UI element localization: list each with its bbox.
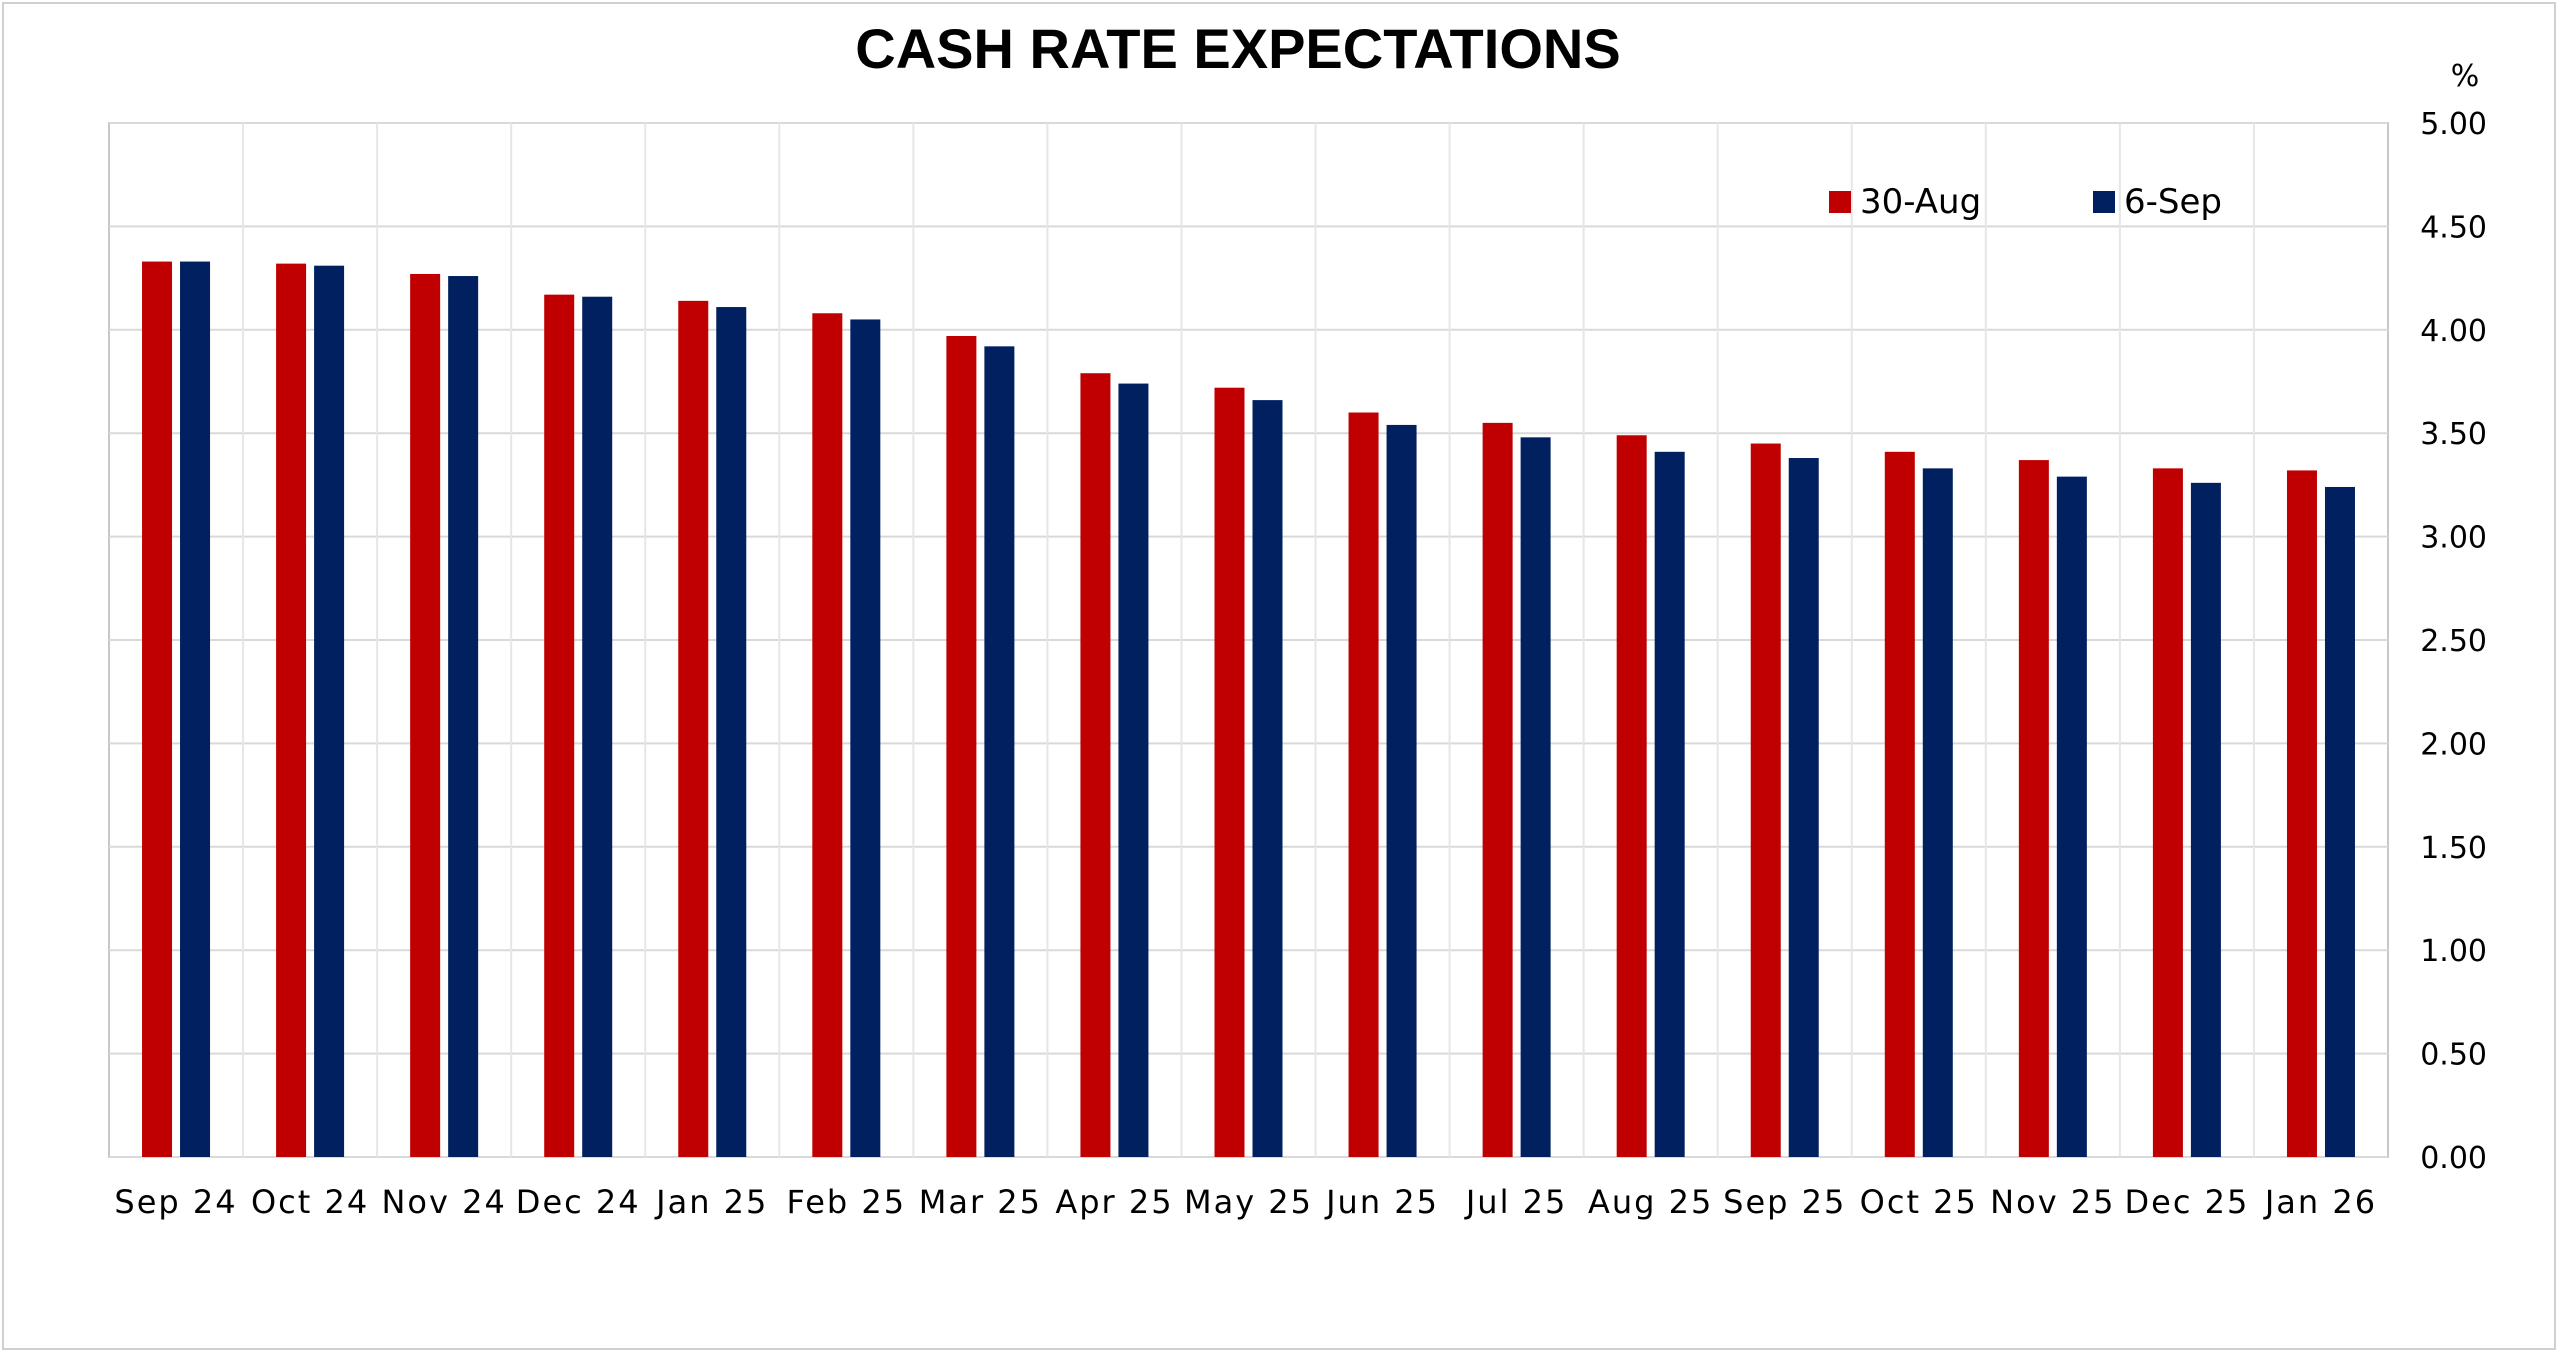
x-tick-label: Sep 24 bbox=[114, 1183, 237, 1221]
bar-6-sep bbox=[1118, 383, 1149, 1157]
bar-30-aug bbox=[1750, 443, 1781, 1157]
bar-30-aug bbox=[2286, 470, 2317, 1157]
legend-label: 30-Aug bbox=[1860, 182, 1981, 222]
gridlines bbox=[108, 122, 2389, 1158]
y-tick-label: 2.50 bbox=[2420, 624, 2487, 659]
bar-30-aug bbox=[1214, 387, 1245, 1158]
bar-30-aug bbox=[1884, 451, 1915, 1157]
y-tick-label: 4.50 bbox=[2420, 210, 2487, 245]
bar-6-sep bbox=[2190, 482, 2221, 1157]
chart-title: CASH RATE EXPECTATIONS bbox=[855, 17, 1620, 80]
bar-6-sep bbox=[448, 276, 479, 1158]
x-tick-label: May 25 bbox=[1184, 1183, 1313, 1221]
y-axis-unit-label: % bbox=[2451, 59, 2480, 94]
bar-6-sep bbox=[582, 296, 613, 1157]
legend: 30-Aug 6-Sep bbox=[1829, 182, 2222, 222]
bar-6-sep bbox=[1654, 451, 1685, 1157]
bar-30-aug bbox=[544, 294, 575, 1157]
x-tick-label: Jul 25 bbox=[1464, 1183, 1568, 1221]
legend-swatch bbox=[2093, 191, 2115, 213]
y-tick-label: 3.00 bbox=[2420, 521, 2487, 556]
bar-30-aug bbox=[1348, 412, 1379, 1157]
y-tick-label: 2.00 bbox=[2420, 727, 2487, 762]
bar-6-sep bbox=[984, 346, 1015, 1157]
x-tick-label: Nov 25 bbox=[1990, 1183, 2115, 1221]
x-tick-label: Jun 25 bbox=[1324, 1183, 1439, 1221]
y-tick-label: 4.00 bbox=[2420, 314, 2487, 349]
bar-30-aug bbox=[946, 336, 977, 1157]
legend-swatch bbox=[1829, 191, 1851, 213]
x-tick-label: Dec 25 bbox=[2125, 1183, 2250, 1221]
bar-6-sep bbox=[1922, 468, 1953, 1158]
y-tick-label: 3.50 bbox=[2420, 417, 2487, 452]
x-axis-ticks: Sep 24 Oct 24 Nov 24 Dec 24 Jan 25 Feb 25 Mar … bbox=[114, 1183, 2377, 1221]
bar-30-aug bbox=[812, 313, 843, 1158]
x-tick-label: Jan 26 bbox=[2263, 1183, 2377, 1221]
bar-6-sep bbox=[180, 261, 211, 1157]
bar-30-aug bbox=[276, 263, 307, 1157]
y-tick-label: 1.50 bbox=[2420, 831, 2487, 866]
bar-30-aug bbox=[1616, 435, 1647, 1157]
y-tick-label: 1.00 bbox=[2420, 934, 2487, 969]
bar-6-sep bbox=[2324, 486, 2355, 1157]
bar-30-aug bbox=[2152, 468, 2183, 1158]
bar-30-aug bbox=[142, 261, 173, 1157]
x-tick-label: Mar 25 bbox=[919, 1183, 1042, 1221]
bars bbox=[142, 261, 2355, 1158]
x-tick-label: Dec 24 bbox=[516, 1183, 641, 1221]
x-tick-label: Sep 25 bbox=[1723, 1183, 1846, 1221]
bar-6-sep bbox=[314, 265, 345, 1157]
y-tick-label: 5.00 bbox=[2420, 107, 2487, 142]
x-tick-label: Oct 24 bbox=[251, 1183, 369, 1221]
x-tick-label: Apr 25 bbox=[1055, 1183, 1173, 1221]
x-tick-label: Jan 25 bbox=[654, 1183, 768, 1221]
y-tick-label: 0.50 bbox=[2420, 1038, 2487, 1073]
bar-30-aug bbox=[2018, 460, 2049, 1158]
bar-6-sep bbox=[1386, 424, 1417, 1158]
x-tick-label: Aug 25 bbox=[1588, 1183, 1713, 1221]
y-tick-label: 0.00 bbox=[2420, 1141, 2487, 1176]
bar-6-sep bbox=[1788, 458, 1819, 1157]
bar-30-aug bbox=[1482, 422, 1513, 1157]
y-axis-ticks: 0.00 0.50 1.00 1.50 2.00 2.50 3.00 3.50 4.00 4.50… bbox=[2420, 107, 2487, 1176]
bar-30-aug bbox=[1080, 373, 1111, 1157]
bar-30-aug bbox=[678, 300, 709, 1157]
bar-6-sep bbox=[850, 319, 881, 1158]
x-tick-label: Nov 24 bbox=[381, 1183, 506, 1221]
bar-30-aug bbox=[410, 273, 441, 1157]
bar-6-sep bbox=[1252, 400, 1283, 1157]
x-tick-label: Oct 25 bbox=[1860, 1183, 1978, 1221]
x-tick-label: Feb 25 bbox=[787, 1183, 907, 1221]
bar-6-sep bbox=[716, 307, 747, 1157]
bar-6-sep bbox=[1520, 437, 1551, 1157]
bar-6-sep bbox=[2056, 476, 2087, 1157]
legend-label: 6-Sep bbox=[2124, 182, 2222, 222]
